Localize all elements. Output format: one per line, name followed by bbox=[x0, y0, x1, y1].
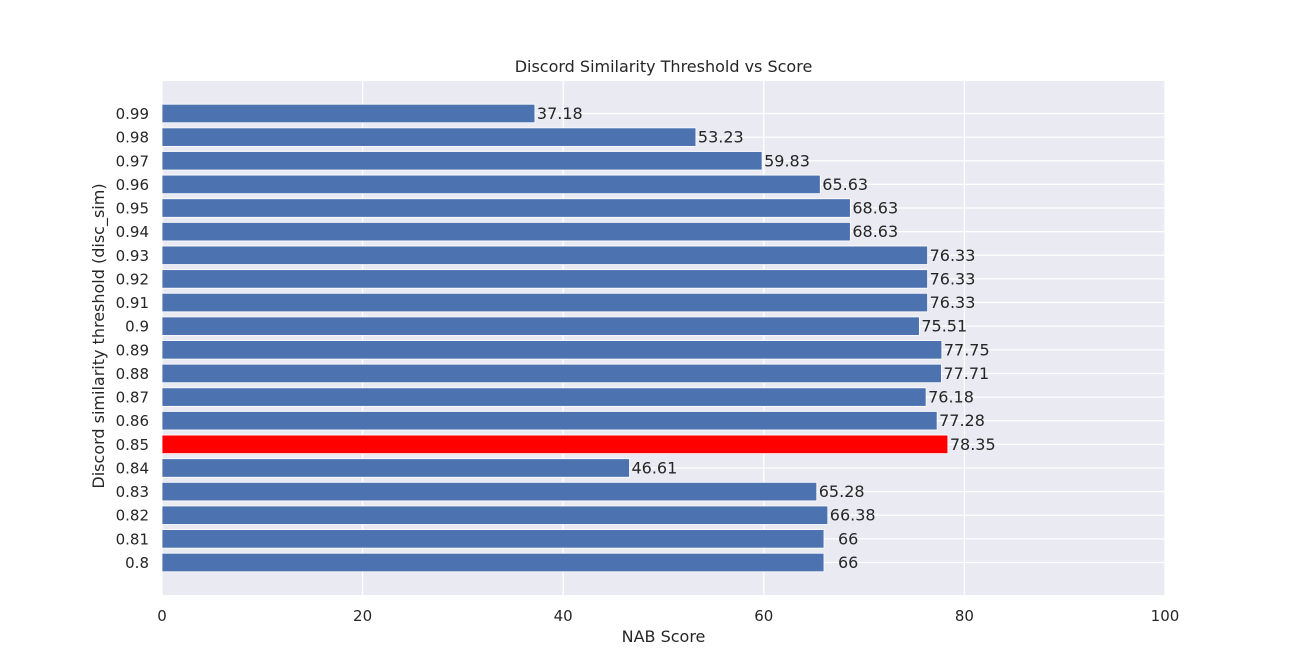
x-tick-labels: 0 20 40 60 80 100 bbox=[157, 607, 1179, 625]
y-tick-label: 0.96 bbox=[116, 176, 149, 194]
y-tick-label: 0.94 bbox=[116, 223, 149, 241]
bar bbox=[161, 411, 938, 431]
bar bbox=[161, 434, 949, 454]
bar bbox=[161, 292, 928, 313]
bar-value-label: 46.61 bbox=[631, 458, 677, 477]
x-axis-label: NAB Score bbox=[622, 627, 706, 646]
bar-value-label: 76.33 bbox=[930, 269, 976, 288]
y-tick-label: 0.83 bbox=[116, 483, 149, 501]
bar-value-label: 65.63 bbox=[822, 175, 868, 194]
x-tick-label: 0 bbox=[157, 607, 167, 625]
value-labels: 37.18 53.23 59.83 65.63 68.63 68.63 76.33 76.33… bbox=[537, 104, 996, 572]
bar bbox=[161, 127, 697, 147]
y-tick-label: 0.81 bbox=[116, 530, 149, 548]
bars bbox=[161, 103, 949, 573]
y-tick-label: 0.86 bbox=[116, 412, 149, 430]
bar-value-label: 75.51 bbox=[921, 317, 967, 336]
bar-value-label: 59.83 bbox=[764, 151, 810, 170]
bar bbox=[161, 458, 630, 478]
x-tick-label: 40 bbox=[554, 607, 573, 625]
x-tick-label: 100 bbox=[1151, 607, 1180, 625]
y-tick-label: 0.99 bbox=[116, 105, 149, 123]
bar bbox=[161, 505, 829, 525]
bar-value-label: 77.28 bbox=[939, 411, 985, 430]
bar-value-label: 76.18 bbox=[928, 388, 974, 407]
y-tick-label: 0.97 bbox=[116, 152, 149, 170]
bar bbox=[161, 363, 942, 384]
y-axis-label: Discord similarity threshold (disc_sim) bbox=[89, 183, 109, 488]
bar bbox=[161, 340, 943, 360]
bar bbox=[161, 316, 920, 336]
bar bbox=[161, 151, 763, 171]
x-tick-label: 60 bbox=[754, 607, 773, 625]
y-tick-labels: 0.99 0.98 0.97 0.96 0.95 0.94 0.93 0.92 0.91 0.9 0… bbox=[116, 105, 149, 572]
y-tick-label: 0.85 bbox=[116, 436, 149, 454]
bar-value-label: 77.71 bbox=[943, 364, 989, 383]
bar bbox=[161, 552, 825, 573]
y-tick-label: 0.9 bbox=[125, 318, 149, 336]
y-tick-label: 0.92 bbox=[116, 270, 149, 288]
y-tick-label: 0.93 bbox=[116, 247, 149, 265]
bar-value-label: 37.18 bbox=[537, 104, 583, 123]
y-tick-label: 0.95 bbox=[116, 200, 149, 218]
bar-value-label: 76.33 bbox=[930, 293, 976, 312]
bar-value-label: 77.75 bbox=[944, 340, 990, 359]
bar bbox=[161, 481, 818, 502]
chart-title: Discord Similarity Threshold vs Score bbox=[515, 57, 813, 76]
x-tick-label: 80 bbox=[955, 607, 974, 625]
bar bbox=[161, 198, 851, 218]
y-tick-label: 0.98 bbox=[116, 129, 149, 147]
y-tick-label: 0.82 bbox=[116, 507, 149, 525]
bar bbox=[161, 529, 825, 549]
bar bbox=[161, 387, 927, 407]
bar bbox=[161, 222, 851, 242]
bar-value-label: 68.63 bbox=[852, 199, 898, 218]
y-tick-label: 0.89 bbox=[116, 341, 149, 359]
bar-value-label: 65.28 bbox=[819, 482, 865, 501]
y-tick-label: 0.91 bbox=[116, 294, 149, 312]
y-tick-label: 0.87 bbox=[116, 389, 149, 407]
bar bbox=[161, 269, 928, 289]
bar bbox=[161, 103, 536, 124]
bar-value-label: 53.23 bbox=[698, 128, 744, 147]
bar-value-label: 66.38 bbox=[830, 506, 876, 525]
bar-value-label: 66 bbox=[838, 529, 858, 548]
bar-value-label: 66 bbox=[838, 553, 858, 572]
x-tick-label: 20 bbox=[353, 607, 372, 625]
bar-value-label: 76.33 bbox=[930, 246, 976, 265]
bar bbox=[161, 174, 821, 195]
y-tick-label: 0.84 bbox=[116, 459, 149, 477]
bar-value-label: 78.35 bbox=[950, 435, 996, 454]
bar bbox=[161, 245, 928, 265]
y-tick-label: 0.8 bbox=[125, 554, 149, 572]
bar-value-label: 68.63 bbox=[852, 222, 898, 241]
y-tick-label: 0.88 bbox=[116, 365, 149, 383]
